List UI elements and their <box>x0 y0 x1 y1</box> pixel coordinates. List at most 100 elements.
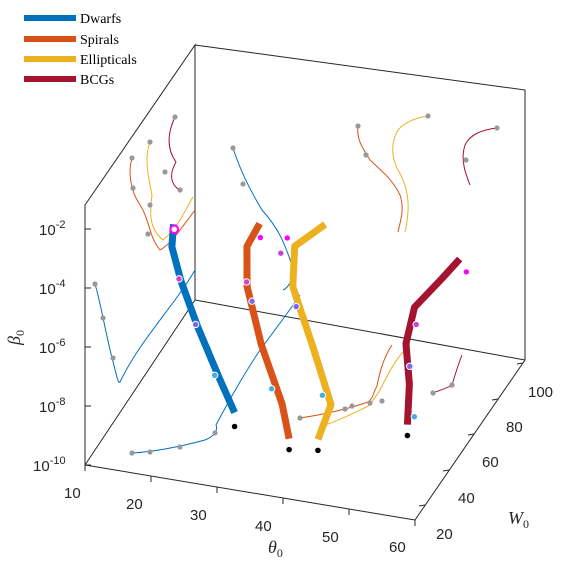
floor-back-edge <box>194 299 526 361</box>
proj-dot <box>129 155 135 161</box>
floor-left-edge <box>84 299 196 466</box>
z-tick-label: 10-2 <box>39 219 65 239</box>
legend-label-spirals: Spirals <box>80 33 119 48</box>
proj-dot <box>463 157 469 163</box>
series-line-spirals <box>243 221 293 440</box>
series-marker-spirals <box>267 385 276 393</box>
x-tick-label: 20 <box>126 496 143 513</box>
z-ticks: 10-10 10-8 10-6 10-4 10-2 <box>33 219 91 475</box>
proj-back-bcgs <box>462 127 498 186</box>
series-marker-spirals <box>242 278 251 286</box>
series-line-bcgs <box>402 256 463 425</box>
proj-dot <box>212 430 218 436</box>
proj-left-ellipticals <box>146 141 194 241</box>
series-marker-bcgs <box>462 268 471 276</box>
series-line-dwarfs <box>168 223 238 415</box>
x-tick-label: 40 <box>255 518 272 535</box>
series-marker-dwarfs <box>175 275 183 283</box>
proj-dot <box>147 202 153 208</box>
series-marker-bcgs <box>412 320 420 329</box>
z-tick-label: 10-10 <box>33 455 66 475</box>
x-axis-label: θ0 <box>268 537 283 560</box>
proj-dot <box>367 400 373 406</box>
proj-dot <box>172 114 178 120</box>
z-tick-label: 10-6 <box>39 337 65 357</box>
proj-dot <box>349 403 355 409</box>
legend-label-bcgs: BCGs <box>80 73 114 88</box>
series-marker-ellipticals <box>283 234 291 242</box>
legend: Dwarfs Spirals Ellipticals BCGs <box>24 12 137 88</box>
proj-dot <box>230 145 236 151</box>
series-marker-ellipticals <box>277 249 285 257</box>
proj-dot <box>110 355 116 361</box>
series-start-ellipticals <box>314 446 322 455</box>
y-tick-mark <box>442 469 450 472</box>
legend-label-ellipticals: Ellipticals <box>80 53 137 68</box>
proj-dot <box>130 185 136 191</box>
legend-label-dwarfs: Dwarfs <box>80 12 121 27</box>
proj-back-ellipticals <box>392 115 429 233</box>
series-marker-dwarfs <box>210 371 219 379</box>
proj-left-bcgs <box>168 116 181 191</box>
proj-dot <box>147 449 153 455</box>
proj-dot <box>297 415 303 421</box>
series-marker-bcgs <box>406 362 414 370</box>
proj-dot <box>92 281 98 287</box>
proj-dot <box>430 390 436 396</box>
proj-dot <box>177 187 183 193</box>
x-ticks: 10 20 30 40 50 60 <box>64 465 416 556</box>
back-left-wall-edges <box>84 43 196 465</box>
back-wall-edges <box>194 44 526 360</box>
proj-dot <box>355 123 361 129</box>
proj-dot <box>449 382 455 388</box>
proj-dot <box>129 450 135 456</box>
proj-dot <box>379 398 385 404</box>
axes-box <box>84 43 526 521</box>
y-ticks: 20 40 60 80 100 <box>418 362 553 543</box>
y-tick-label: 40 <box>458 490 475 507</box>
y-tick-label: 80 <box>506 419 523 436</box>
series-marker-ellipticals <box>318 391 327 399</box>
series-marker-dwarfs <box>191 320 200 329</box>
series-start-bcgs <box>403 431 412 440</box>
x-tick-label: 50 <box>322 529 339 546</box>
proj-dot <box>494 125 500 131</box>
y-tick-label: 20 <box>436 526 453 543</box>
proj-back-spirals <box>357 125 403 233</box>
proj-back-dwarfs <box>232 147 293 291</box>
series-line-ellipticals <box>289 221 335 441</box>
y-tick-label: 100 <box>528 384 553 401</box>
proj-dot <box>425 113 431 119</box>
series-start-spirals <box>285 445 293 454</box>
proj-dot <box>240 181 246 187</box>
x-axis-line <box>84 464 416 521</box>
series-layer <box>168 221 471 455</box>
series-marker-spirals <box>256 233 265 242</box>
proj-dot <box>100 315 106 321</box>
series-start-dwarfs <box>230 422 239 431</box>
proj-floor-bcgs <box>432 354 463 394</box>
proj-dot <box>177 444 183 450</box>
proj-dot <box>145 231 151 237</box>
y-tick-mark <box>418 504 426 507</box>
proj-floor-ellipticals <box>324 344 411 426</box>
series-marker-spirals <box>248 297 256 305</box>
series-marker-ellipticals <box>292 302 300 311</box>
y-axis-label: W0 <box>508 508 529 531</box>
z-tick-label: 10-4 <box>39 278 65 298</box>
projection-dots <box>92 113 500 456</box>
proj-dot <box>162 169 168 175</box>
z-tick-label: 10-8 <box>39 396 65 416</box>
y-axis-line <box>414 359 526 521</box>
y-tick-mark <box>467 433 475 436</box>
y-tick-mark <box>516 362 524 365</box>
y-tick-mark <box>491 398 499 401</box>
proj-dot <box>342 406 348 412</box>
x-tick-label: 30 <box>190 507 207 524</box>
series-marker-bcgs <box>410 413 419 421</box>
proj-dot <box>363 152 369 158</box>
z-axis-label: β0 <box>4 330 27 346</box>
proj-dot <box>147 139 153 145</box>
y-tick-label: 60 <box>482 454 499 471</box>
